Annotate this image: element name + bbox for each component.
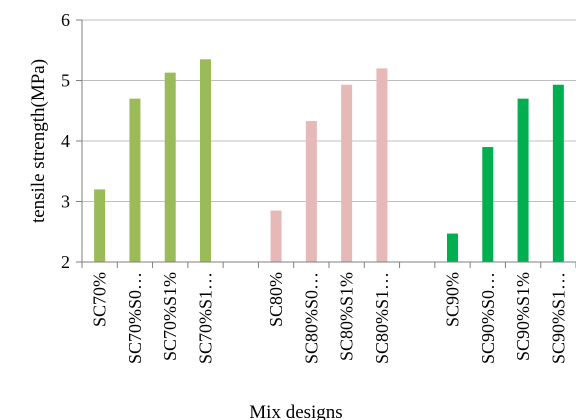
x-tick-label: SC80%S1… [372,272,392,364]
x-tick-label: SC90% [443,272,463,327]
x-tick-label: SC80% [266,272,286,327]
bar [341,84,353,262]
gridlines [82,19,576,202]
bar [552,84,564,262]
axes [76,19,576,268]
bar [447,233,458,262]
bar [164,72,176,262]
bar [517,98,529,263]
bar [129,98,141,263]
bars [94,59,564,263]
y-tick-label: 5 [61,71,70,91]
x-tick-label: SC70% [90,272,110,327]
x-tick-label: SC80%S0… [301,272,321,364]
x-tick-label: SC70%S1… [196,272,216,364]
y-tick-label: 3 [61,192,70,212]
y-axis-label: tensile strength(MPa) [28,59,49,223]
y-tick-label: 2 [61,252,70,272]
bar [305,121,317,262]
x-tick-label: SC90%S0… [478,272,498,364]
y-tick-label: 6 [61,10,70,30]
y-tick-labels: 2 3 4 5 6 [61,10,70,272]
x-tick-label: SC90%S1… [548,272,568,364]
bar [376,68,388,263]
x-tick-label: SC70%S1% [160,272,180,361]
bar [94,189,106,262]
x-tick-labels: SC70% SC70%S0… SC70%S1% SC70%S1… SC80% SC80%S… [90,272,569,364]
x-tick-label: SC90%S1% [513,272,533,361]
bar [200,59,211,263]
y-tick-label: 4 [61,131,70,151]
x-tick-label: SC80%S1% [337,272,357,361]
bar [270,210,282,262]
x-tick-label: SC70%S0… [125,272,145,364]
bar [482,147,494,262]
x-axis-label: Mix designs [249,402,342,420]
